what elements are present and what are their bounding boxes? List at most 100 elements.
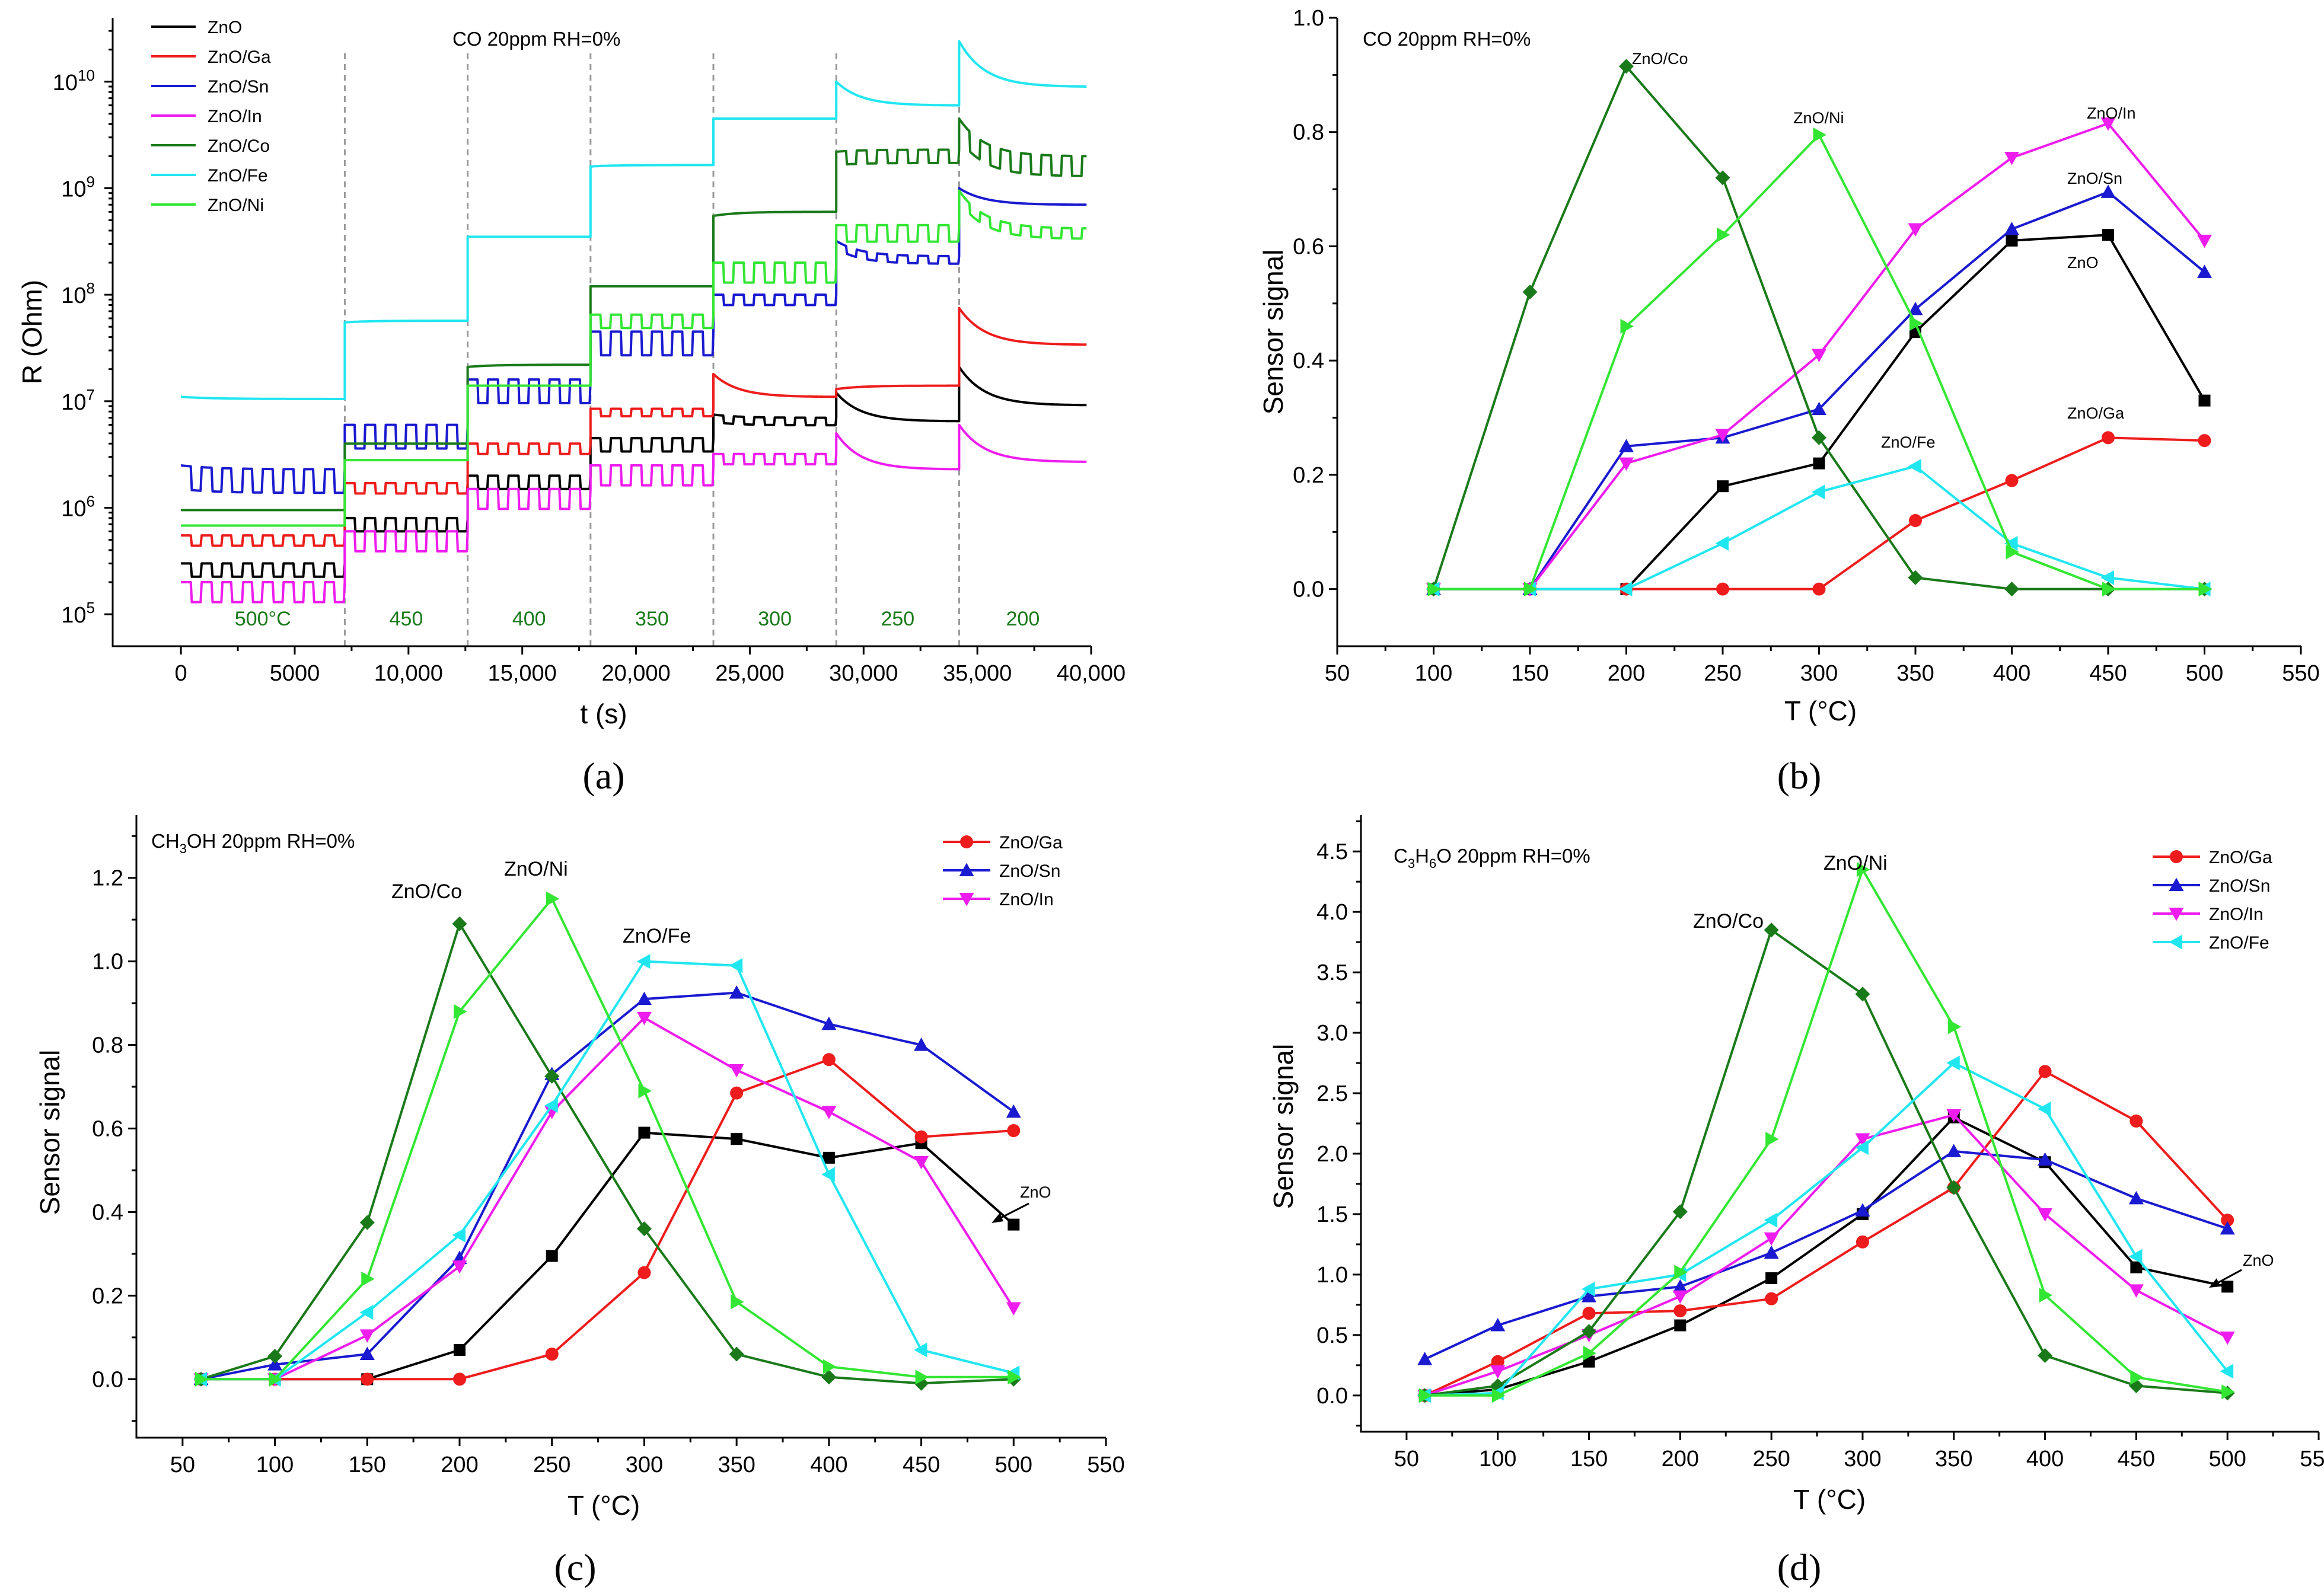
- legend-label: ZnO/Co: [208, 136, 270, 156]
- data-point-zno-co: [359, 1215, 375, 1230]
- y-tick-label: 4.5: [1316, 839, 1348, 864]
- data-point-zno-fe: [1946, 1055, 1960, 1071]
- data-point-zno-co: [1522, 285, 1538, 300]
- x-tick-label: 50: [1394, 1447, 1419, 1471]
- series-zno-co: [193, 916, 1021, 1391]
- x-tick-label: 250: [533, 1452, 570, 1477]
- data-point-zno-fe: [452, 1227, 466, 1243]
- legend-label: ZnO/Fe: [2209, 933, 2269, 953]
- data-point-zno-co: [1582, 1324, 1597, 1339]
- y-tick-label: 0.0: [1293, 577, 1324, 602]
- data-point-zno-co: [2038, 1348, 2053, 1364]
- data-point-zno-fe: [359, 1305, 374, 1320]
- y-tick-base: 10: [61, 603, 86, 628]
- data-point-zno-ni: [915, 1369, 929, 1385]
- data-point-zno-sn: [636, 991, 652, 1005]
- data-point-zno-in: [2197, 234, 2212, 248]
- series-zno-in: [1417, 1109, 2235, 1403]
- data-point-zno-ga: [1812, 582, 1826, 596]
- data-point-zno-ni: [1813, 127, 1826, 143]
- panel-a: 0 5000 10,000 15,000 20,000 25,000 30,000 35,00…: [17, 18, 1126, 797]
- data-point-zno-ni: [361, 1271, 375, 1286]
- data-point-zno-ni: [1674, 1265, 1688, 1280]
- x-tick-label: 550: [1087, 1452, 1124, 1477]
- x-tick-label: 200: [1662, 1447, 1699, 1471]
- data-point-zno-fe: [2004, 536, 2018, 551]
- series-zno-fe: [1417, 1055, 2234, 1403]
- legend-item-zno: ZnO: [151, 18, 242, 37]
- series-zno-ga: [195, 1053, 1021, 1386]
- legend-item-zno-in: ZnO/In: [151, 107, 262, 126]
- panel-c: 50 100 150 200 250 300 350 400 450 500 550 0.00.20…: [34, 815, 1125, 1588]
- panel-c-annotation-zno: ZnO: [1020, 1183, 1051, 1201]
- temperature-label: 300: [758, 608, 792, 630]
- legend-marker: [960, 835, 973, 848]
- y-tick-label: 0.4: [92, 1200, 123, 1225]
- panel-b-annotation-zno-ga: ZnO/Ga: [2067, 404, 2125, 422]
- data-point-zno-sn: [1582, 1289, 1597, 1303]
- data-point-zno-ga: [1673, 1304, 1687, 1318]
- data-point-zno-ni: [1491, 1388, 1506, 1403]
- y-tick-exponent: 6: [87, 492, 95, 510]
- legend-item-zno-ni: ZnO/Ni: [151, 196, 264, 215]
- x-tick-label: 400: [2026, 1447, 2064, 1471]
- y-tick-label: 2.0: [1316, 1142, 1348, 1167]
- legend-label: ZnO/Sn: [999, 861, 1060, 881]
- panel-b-annotation-zno-co: ZnO/Co: [1632, 50, 1688, 68]
- panel-c-legend: ZnO/Ga ZnO/Sn ZnO/In: [943, 833, 1063, 909]
- x-tick-label: 200: [1608, 661, 1645, 686]
- panel-b-y-ticks: 0.0 0.2 0.4 0.6 0.8 1.0: [1293, 6, 1337, 602]
- x-tick-label: 350: [718, 1452, 755, 1477]
- series-line-zno-sn: [1424, 1150, 2228, 1361]
- legend-label: ZnO/Ni: [208, 196, 264, 215]
- x-tick-label: 0: [175, 661, 187, 686]
- x-tick-label: 150: [349, 1452, 386, 1477]
- y-tick-label: 0.6: [92, 1117, 123, 1142]
- panel-d-annotation-zno-ni: ZnO/Ni: [1824, 852, 1888, 874]
- data-point-zno-ga: [1007, 1124, 1021, 1138]
- data-point-zno-ga: [2005, 474, 2019, 487]
- data-point-zno-ni: [1909, 316, 1923, 331]
- y-tick-label: 0.4: [1293, 349, 1324, 373]
- data-point-zno-ga: [2102, 431, 2115, 445]
- series-zno-ni: [1418, 862, 2235, 1403]
- y-tick-label: 0.5: [1316, 1323, 1348, 1348]
- data-point-zno-ni: [454, 1004, 467, 1019]
- data-point-zno-ni: [2130, 1369, 2144, 1385]
- data-point-zno-sn: [729, 985, 744, 999]
- data-point-zno: [638, 1126, 651, 1139]
- data-point-zno-ni: [1620, 318, 1634, 334]
- x-tick-label: 500: [2186, 661, 2223, 686]
- panel-d-title: C3H6O 20ppm RH=0%: [1394, 845, 1590, 871]
- data-point-zno: [823, 1151, 835, 1164]
- data-point-zno-ga: [1491, 1355, 1504, 1368]
- panel-d-y-label: Sensor signal: [1268, 1044, 1299, 1209]
- data-point-zno-fe: [636, 954, 651, 969]
- panel-c-annotation-zno-fe: ZnO/Fe: [623, 925, 691, 947]
- x-tick-label: 35,000: [943, 661, 1012, 686]
- series-line-zno-sn: [1433, 190, 2205, 590]
- panel-a-temperature-labels: 500°C 450 400 350 300 250 200: [235, 608, 1040, 630]
- data-point-zno-sn: [1619, 439, 1634, 452]
- y-tick-label: 0.6: [1293, 234, 1324, 259]
- panel-d-annotation-zno-co: ZnO/Co: [1693, 910, 1764, 933]
- y-tick-label: 1010: [53, 66, 95, 95]
- data-point-zno-ni: [1427, 582, 1441, 597]
- data-point-zno-sn: [1490, 1318, 1506, 1332]
- x-tick-label: 550: [2282, 661, 2319, 686]
- data-point-zno-ni: [2006, 544, 2019, 560]
- data-point-zno-fe: [1812, 484, 1825, 500]
- data-point-zno-sn: [1764, 1245, 1779, 1259]
- panel-a-title: CO 20ppm RH=0%: [452, 28, 620, 50]
- data-point-zno-co: [544, 1068, 560, 1084]
- data-point-zno-sn: [2038, 1152, 2053, 1166]
- series-line-zno-fe: [1424, 1062, 2229, 1397]
- x-tick-label: 500: [2208, 1447, 2246, 1471]
- data-point-zno-in: [2100, 117, 2116, 131]
- data-point-zno-in: [1764, 1232, 1779, 1246]
- legend-label: ZnO/Ga: [208, 47, 271, 67]
- x-tick-label: 40,000: [1057, 661, 1126, 686]
- x-tick-label: 550: [2300, 1447, 2324, 1471]
- data-point-zno-fe: [544, 1098, 558, 1113]
- data-point-zno-fe: [1619, 582, 1633, 597]
